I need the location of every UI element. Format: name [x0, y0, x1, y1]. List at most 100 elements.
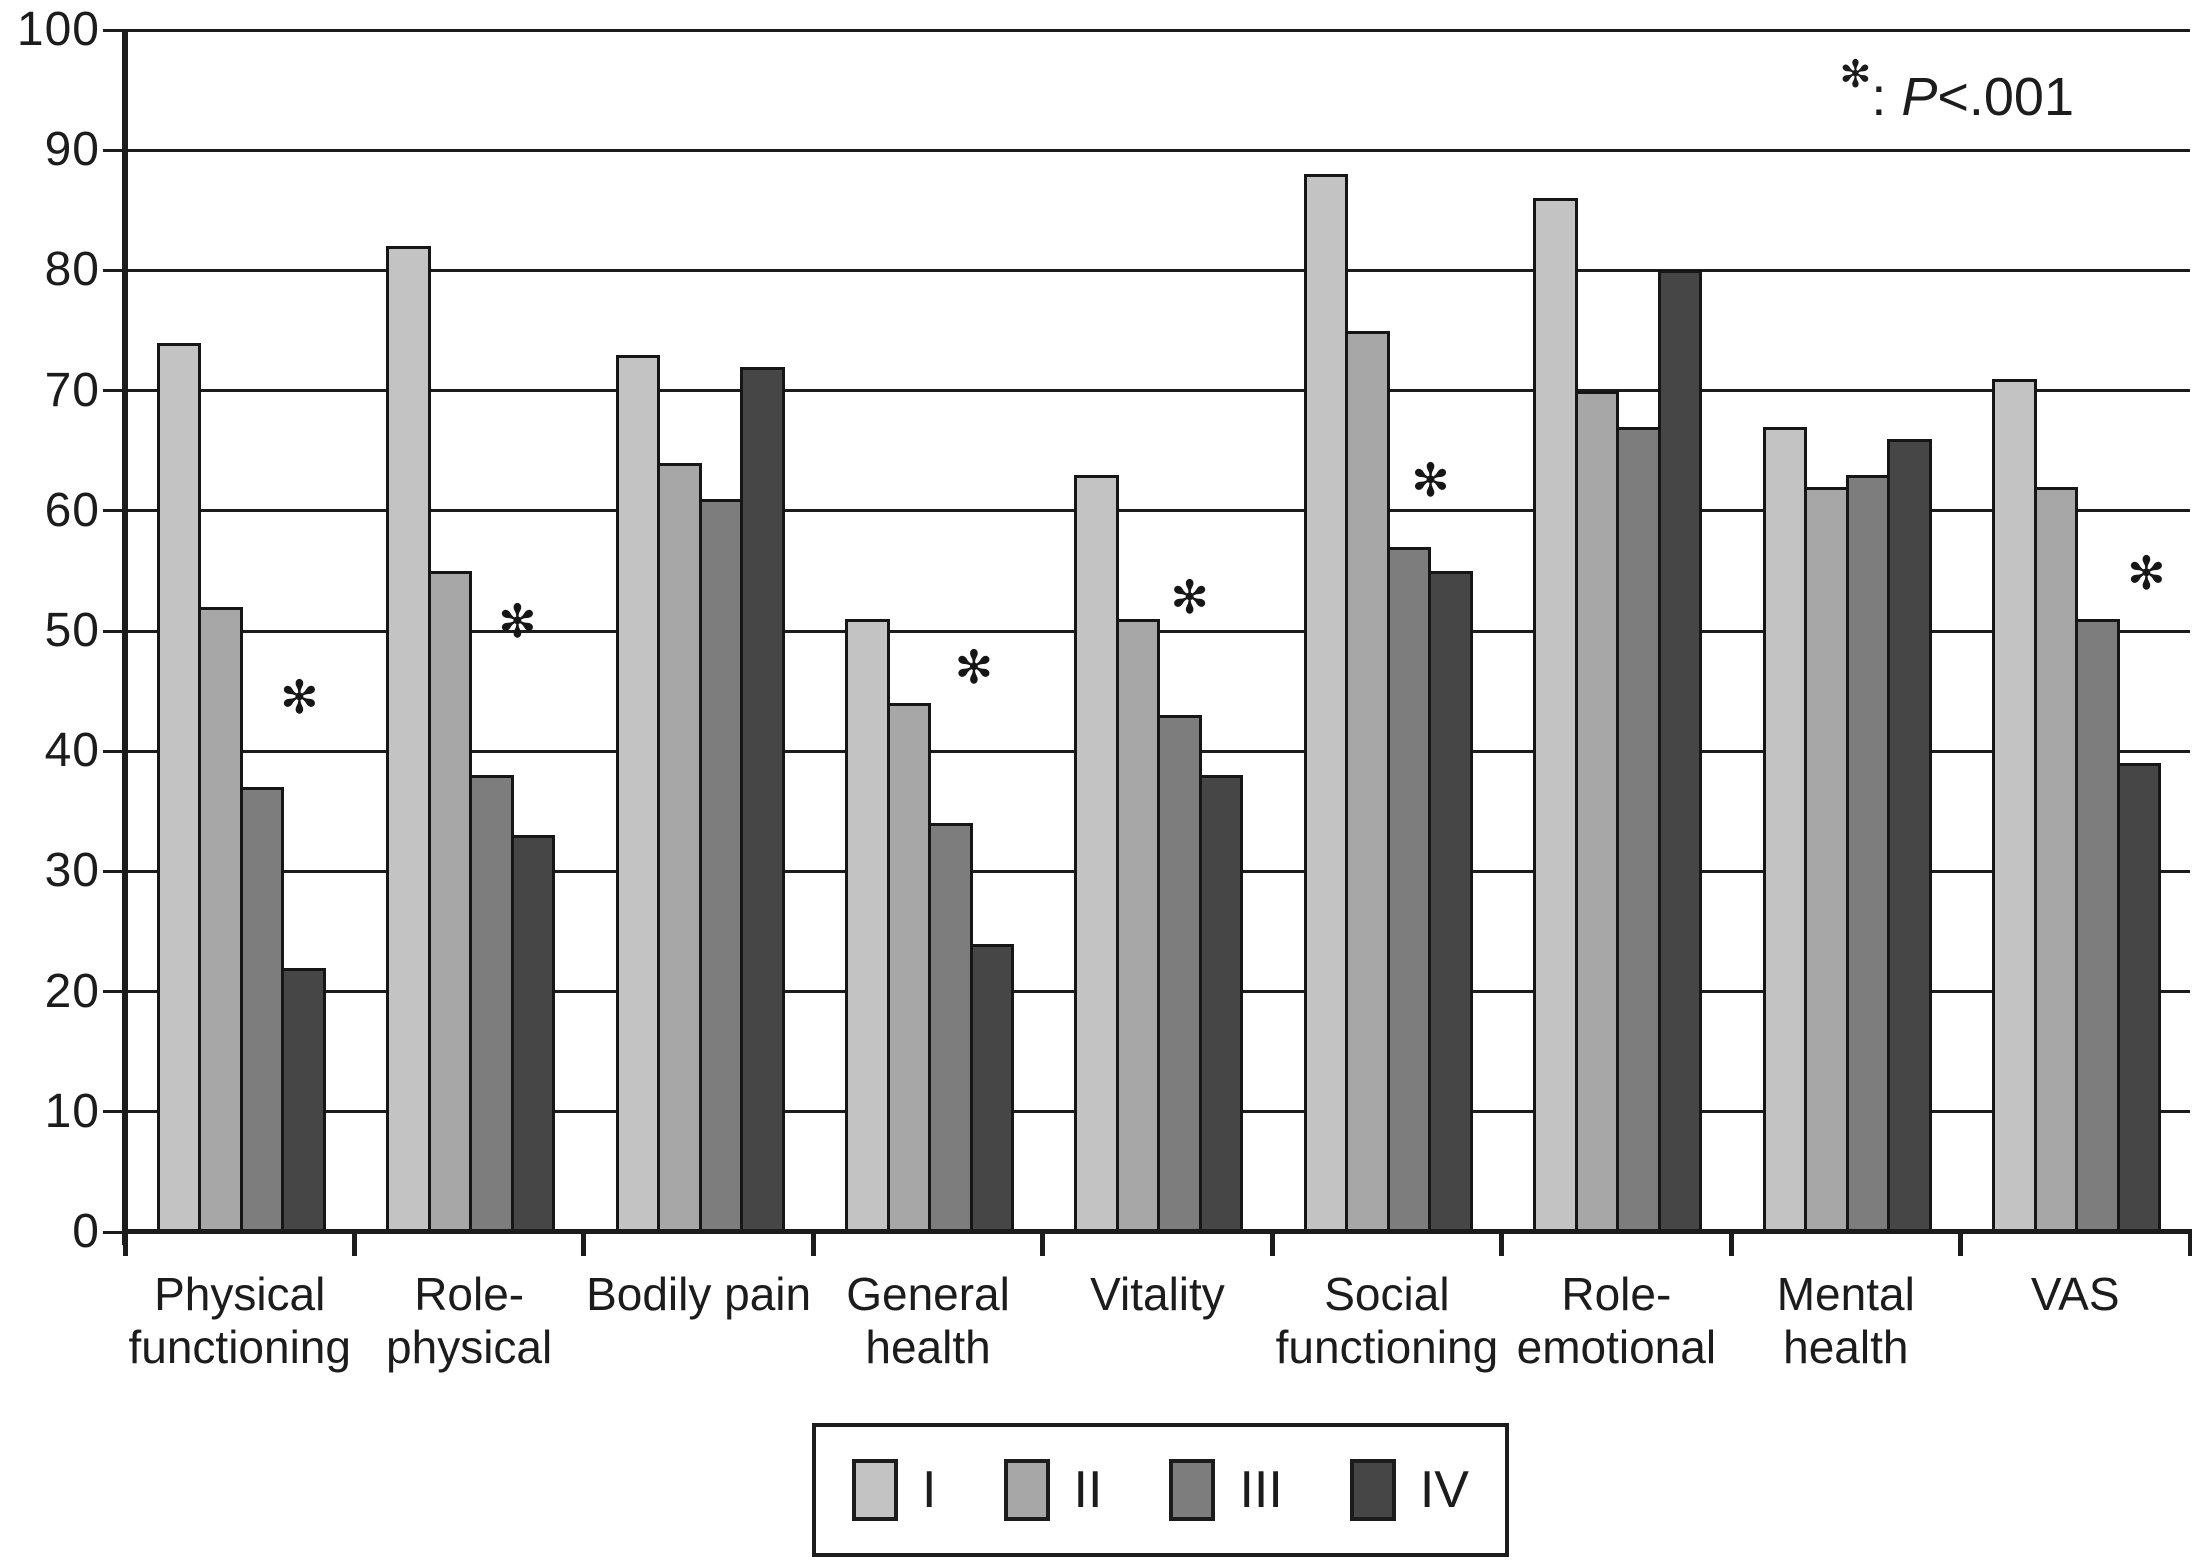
- y-tick-100: [103, 28, 125, 32]
- category-axis-labels: Physical functioning Role- physical Bodily…: [125, 1268, 2190, 1374]
- y-tick-70: [103, 389, 125, 393]
- legend-swatch-IV: [1349, 1459, 1396, 1521]
- x-axis: [122, 1229, 2192, 1234]
- gridline-60: [103, 509, 2190, 513]
- legend: I II III IV: [812, 1423, 1509, 1557]
- x-tick-2: [581, 1232, 587, 1256]
- bar-II-cat7: [1574, 390, 1620, 1232]
- x-tick-1: [351, 1232, 357, 1256]
- bar-I-cat2: [386, 246, 431, 1232]
- y-tick-50: [103, 629, 125, 633]
- p-value-annotation: ✻: P<.001: [1839, 52, 2074, 128]
- bar-III-cat9: [2075, 618, 2120, 1232]
- bar-II-cat4: [886, 703, 932, 1232]
- bar-IV-cat8: [1887, 438, 1932, 1232]
- bar-group-8: [1731, 30, 1960, 1232]
- category-label-4: General health: [846, 1268, 1010, 1373]
- bar-group-7: [1502, 30, 1731, 1232]
- bar-I-cat5: [1074, 474, 1119, 1232]
- y-tick-20: [103, 990, 125, 994]
- bar-IV-cat6: [1428, 570, 1473, 1232]
- bar-IV-cat7: [1657, 270, 1703, 1232]
- y-tick-40: [103, 749, 125, 753]
- bar-I-cat7: [1533, 198, 1578, 1232]
- bar-group-1: [125, 30, 354, 1232]
- y-axis-label-30: 30: [44, 844, 100, 898]
- significance-asterisk-cat5: ✻: [1170, 570, 1209, 625]
- category-label-6: Social functioning: [1275, 1268, 1499, 1373]
- bar-IV-cat5: [1198, 775, 1244, 1232]
- bar-II-cat1: [198, 606, 243, 1232]
- y-tick-80: [103, 268, 125, 272]
- y-tick-30: [103, 869, 125, 873]
- y-axis-label-100: 100: [16, 3, 100, 56]
- annotation-threshold: <.001: [1937, 67, 2074, 127]
- significance-asterisk-cat1: ✻: [280, 670, 319, 725]
- x-tick-6: [1499, 1232, 1505, 1256]
- significance-asterisk-cat6: ✻: [1411, 452, 1450, 507]
- bar-I-cat3: [615, 354, 661, 1232]
- legend-label-III: III: [1239, 1461, 1283, 1519]
- x-tick-0: [122, 1232, 128, 1256]
- bar-group-4: [813, 30, 1042, 1232]
- bar-IV-cat2: [510, 835, 556, 1232]
- category-label-2: Role- physical: [386, 1268, 553, 1373]
- legend-item-II: II: [1003, 1459, 1102, 1521]
- bar-III-cat3: [698, 498, 744, 1232]
- gridline-70: [103, 389, 2190, 393]
- x-tick-9: [2187, 1232, 2192, 1256]
- bar-group-9: [1961, 30, 2190, 1232]
- bar-II-cat8: [1804, 486, 1849, 1232]
- y-axis-label-0: 0: [72, 1205, 100, 1258]
- annotation-colon: :: [1871, 67, 1902, 127]
- legend-item-I: I: [852, 1459, 936, 1521]
- legend-label-IV: IV: [1419, 1461, 1469, 1519]
- bar-III-cat4: [928, 823, 973, 1232]
- x-tick-4: [1040, 1232, 1046, 1256]
- significance-asterisk-cat2: ✻: [498, 594, 537, 649]
- bar-III-cat1: [239, 787, 285, 1232]
- bar-I-cat6: [1303, 174, 1349, 1232]
- bar-II-cat5: [1115, 618, 1161, 1232]
- y-tick-60: [103, 509, 125, 513]
- plot-area: 0 10 20 30 40 50 60 70 80 90 100 ✻ ✻ ✻ ✻ ✻ ✻: [17, 6, 2192, 1256]
- x-tick-5: [1269, 1232, 1275, 1256]
- y-tick-0: [103, 1230, 125, 1234]
- y-axis-label-50: 50: [44, 604, 100, 657]
- gridline-90: [103, 148, 2190, 152]
- bar-III-cat8: [1845, 474, 1891, 1232]
- gridline-100: [103, 28, 2190, 32]
- legend-swatch-II: [1003, 1459, 1050, 1521]
- bar-I-cat4: [845, 618, 890, 1232]
- bar-group-5: [1043, 30, 1272, 1232]
- annotation-p: P: [1901, 67, 1938, 127]
- bar-II-cat9: [2033, 486, 2079, 1232]
- bar-I-cat9: [1992, 378, 2037, 1232]
- bar-II-cat6: [1345, 330, 1390, 1232]
- legend-item-III: III: [1169, 1459, 1283, 1521]
- y-axis-label-90: 90: [44, 123, 100, 177]
- bar-I-cat8: [1762, 426, 1808, 1232]
- category-label-1: Physical functioning: [128, 1268, 351, 1373]
- category-label-8: Mental health: [1776, 1268, 1915, 1373]
- bar-III-cat7: [1616, 426, 1661, 1232]
- y-tick-10: [103, 1110, 125, 1114]
- legend-item-IV: IV: [1349, 1459, 1469, 1521]
- category-label-7: Role- emotional: [1516, 1268, 1717, 1373]
- asterisk-icon: ✻: [1839, 52, 1872, 96]
- category-label-5: Vitality: [1090, 1268, 1225, 1320]
- bar-I-cat1: [156, 342, 202, 1232]
- y-axis-label-70: 70: [44, 363, 100, 417]
- legend-label-I: I: [922, 1461, 937, 1519]
- bar-IV-cat9: [2116, 763, 2162, 1232]
- gridline-80: [103, 268, 2190, 272]
- legend-swatch-I: [852, 1459, 898, 1521]
- bar-group-3: [584, 30, 813, 1232]
- bar-IV-cat4: [969, 943, 1015, 1232]
- y-axis-label-80: 80: [44, 243, 100, 297]
- significance-asterisk-cat9: ✻: [2127, 546, 2166, 601]
- x-tick-3: [810, 1232, 816, 1256]
- bar-III-cat6: [1386, 546, 1432, 1232]
- x-tick-7: [1728, 1232, 1734, 1256]
